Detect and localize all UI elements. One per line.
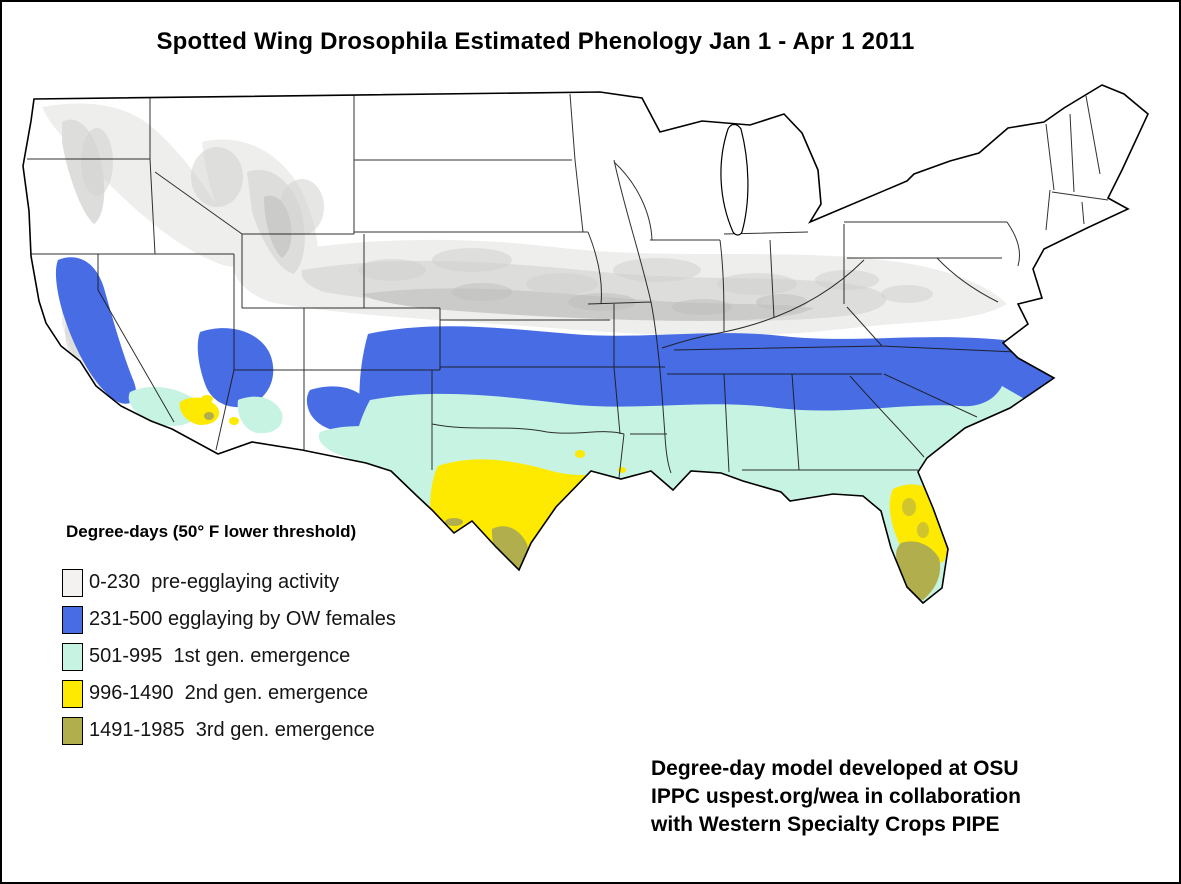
legend-title: Degree-days (50° F lower threshold) [66, 522, 357, 541]
legend-swatch-pre-egglaying [62, 568, 83, 597]
legend-item-label: 1491-1985 3rd gen. emergence [89, 719, 375, 741]
legend-swatch-second-gen [62, 679, 83, 708]
legend-swatch-first-gen [62, 642, 83, 671]
page-title: Spotted Wing Drosophila Estimated Phenol… [156, 28, 915, 55]
state-borders [27, 92, 1109, 479]
legend-item: 1491-1985 3rd gen. emergence [62, 712, 396, 749]
legend-item-label: 231-500 egglaying by OW females [89, 608, 396, 630]
credit-line: IPPC uspest.org/wea in collaboration [651, 785, 1021, 808]
legend-swatch-egglaying [62, 605, 83, 634]
legend: Degree-days (50° F lower threshold) 0-23… [62, 522, 396, 749]
legend-item: 996-1490 2nd gen. emergence [62, 675, 396, 712]
legend-item: 231-500 egglaying by OW females [62, 601, 396, 638]
legend-swatch-third-gen [62, 716, 83, 745]
us-outline [22, 84, 1149, 605]
credit-text: Degree-day model developed at OSU IPPC u… [651, 755, 1021, 839]
legend-item-label: 0-230 pre-egglaying activity [89, 571, 340, 593]
legend-item: 0-230 pre-egglaying activity [62, 564, 396, 601]
credit-line: Degree-day model developed at OSU [651, 757, 1019, 780]
lake-michigan [720, 123, 749, 236]
credit-line: with Western Specialty Crops PIPE [651, 813, 1000, 836]
legend-item: 501-995 1st gen. emergence [62, 638, 396, 675]
legend-item-label: 501-995 1st gen. emergence [89, 645, 351, 667]
band-pre-egglaying-texture2 [452, 283, 808, 315]
legend-item-label: 996-1490 2nd gen. emergence [89, 682, 369, 704]
